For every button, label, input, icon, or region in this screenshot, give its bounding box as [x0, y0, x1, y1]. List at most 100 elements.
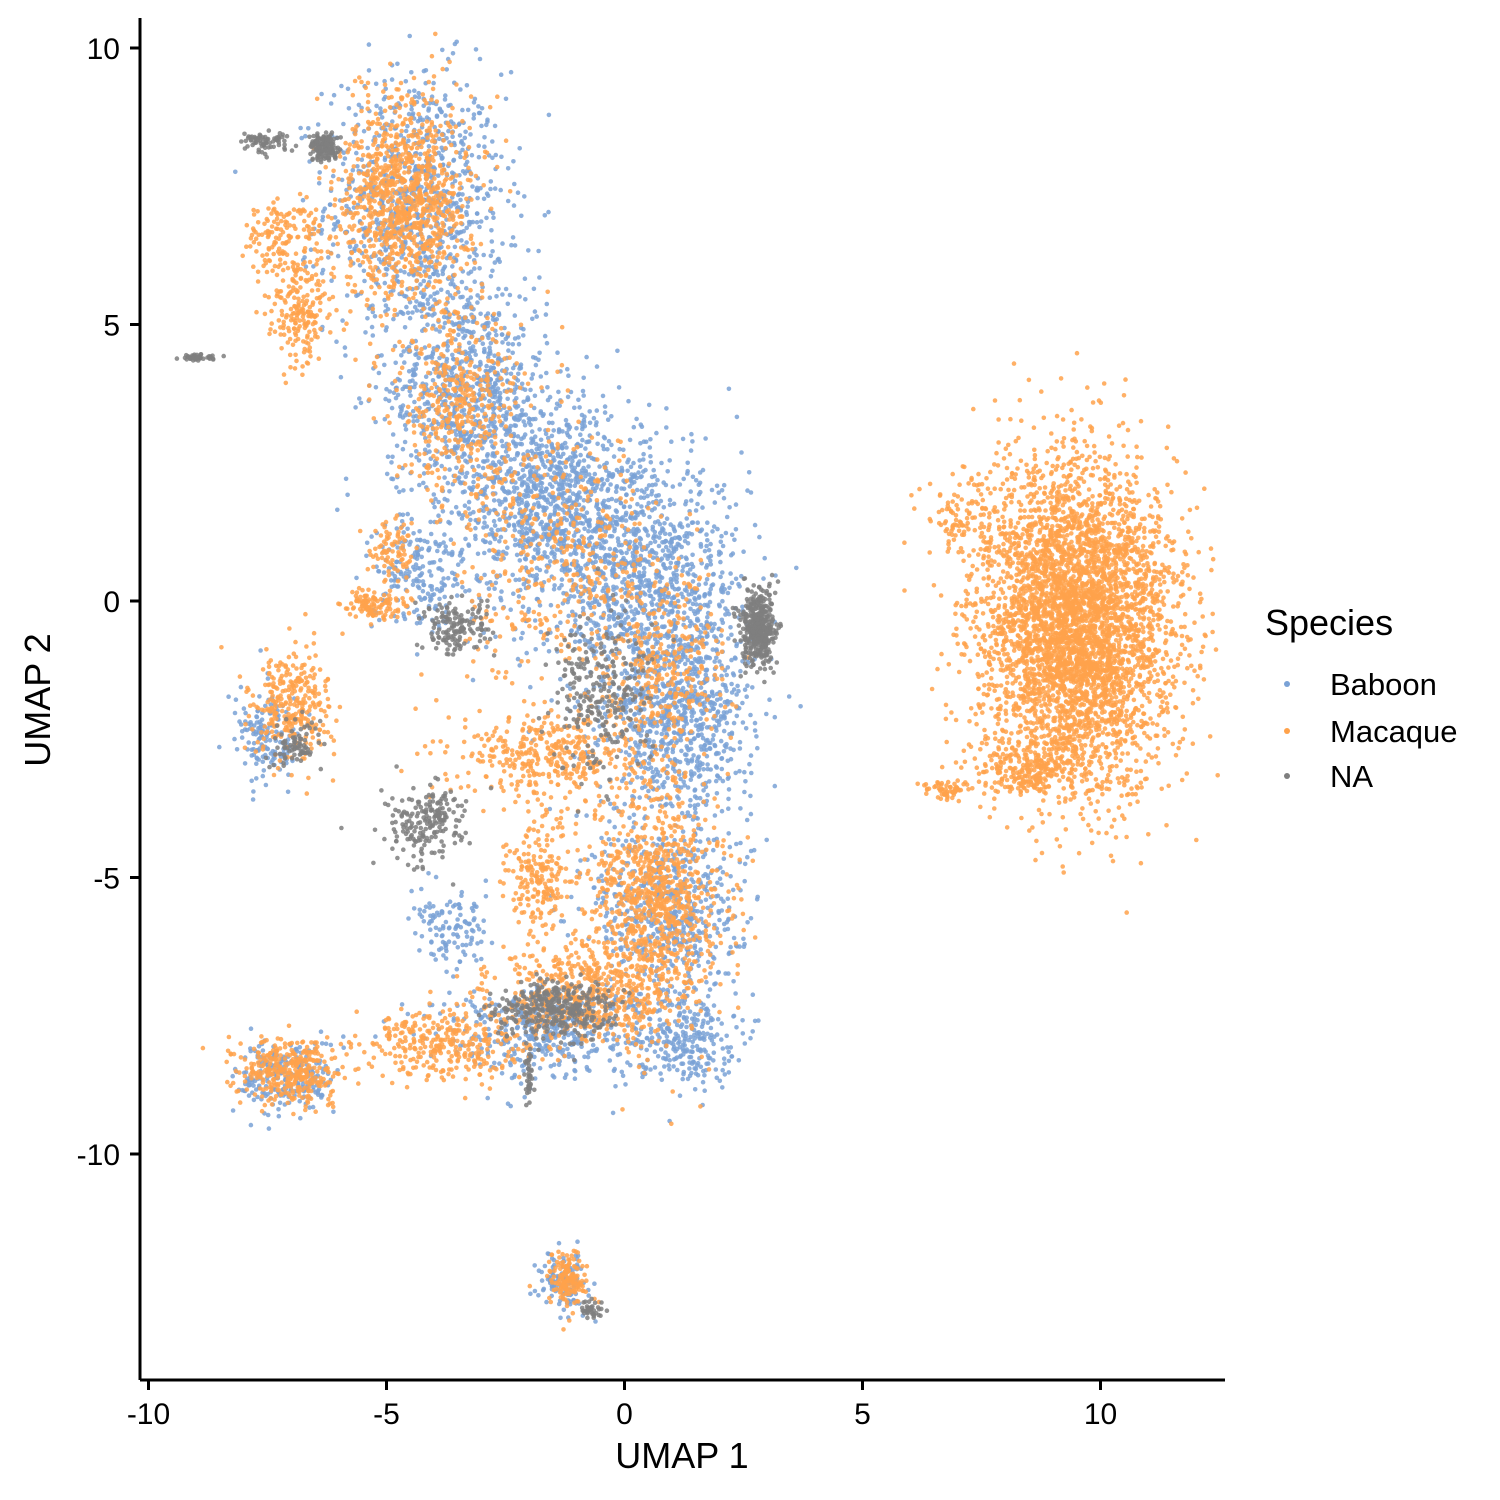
- data-point: [545, 385, 550, 390]
- data-point: [728, 944, 733, 950]
- data-point: [476, 143, 482, 148]
- data-point: [503, 417, 508, 422]
- data-point: [718, 703, 724, 708]
- data-point: [352, 246, 357, 251]
- data-point: [604, 460, 609, 466]
- data-point: [728, 874, 733, 879]
- data-point: [533, 416, 538, 422]
- data-point: [464, 209, 469, 215]
- data-point: [517, 529, 522, 535]
- data-point: [458, 295, 463, 300]
- data-point: [718, 539, 724, 545]
- data-point: [619, 671, 624, 676]
- data-point: [517, 146, 522, 151]
- data-point: [403, 128, 409, 134]
- data-point: [745, 488, 750, 493]
- data-point: [563, 417, 569, 423]
- data-point: [445, 498, 450, 503]
- data-point: [726, 386, 732, 392]
- data-point: [584, 621, 589, 626]
- data-point: [684, 752, 689, 758]
- data-point: [635, 610, 641, 616]
- data-point: [679, 544, 684, 550]
- data-point: [422, 292, 427, 297]
- data-point: [589, 852, 595, 858]
- data-point: [511, 637, 517, 642]
- data-point: [623, 750, 629, 755]
- data-point: [471, 112, 477, 117]
- data-point: [704, 543, 709, 549]
- data-point: [474, 573, 480, 578]
- data-point: [565, 366, 570, 372]
- data-point: [596, 636, 601, 641]
- data-point: [695, 520, 700, 525]
- data-point: [370, 333, 376, 338]
- data-point: [652, 529, 658, 535]
- data-point: [512, 527, 518, 533]
- data-point: [626, 772, 632, 777]
- data-point: [402, 293, 407, 299]
- data-point: [705, 792, 710, 798]
- data-point: [647, 585, 653, 590]
- data-point: [740, 720, 746, 725]
- data-point: [303, 133, 308, 139]
- data-point: [690, 520, 696, 525]
- data-point: [445, 480, 451, 486]
- data-point: [645, 533, 651, 538]
- data-point: [493, 634, 498, 640]
- data-point: [748, 753, 754, 758]
- data-point: [410, 378, 415, 383]
- data-point: [432, 504, 437, 510]
- data-point: [650, 602, 655, 608]
- data-point: [742, 789, 747, 795]
- data-point: [534, 314, 539, 319]
- data-point: [688, 777, 694, 782]
- data-point: [445, 289, 451, 295]
- data-point: [416, 355, 422, 361]
- data-point: [667, 532, 673, 537]
- data-point: [646, 788, 651, 794]
- data-point: [593, 554, 598, 560]
- data-point: [322, 206, 328, 211]
- data-point: [625, 468, 630, 474]
- data-point: [722, 699, 728, 705]
- data-point: [668, 539, 674, 544]
- data-point: [568, 513, 574, 518]
- data-point: [699, 708, 704, 714]
- data-point: [329, 278, 334, 284]
- data-point: [664, 516, 670, 521]
- data-point: [365, 316, 370, 321]
- data-point: [605, 477, 610, 483]
- data-point: [436, 513, 441, 518]
- data-point: [685, 562, 691, 567]
- data-point: [577, 490, 582, 495]
- data-point: [520, 467, 526, 473]
- data-point: [684, 721, 689, 726]
- data-point: [427, 274, 433, 280]
- data-point: [676, 709, 681, 714]
- data-point: [627, 815, 632, 821]
- data-point: [551, 455, 556, 460]
- data-point: [506, 341, 511, 347]
- data-point: [662, 779, 667, 785]
- data-point: [466, 506, 472, 511]
- data-point: [642, 584, 647, 589]
- data-point: [590, 560, 596, 566]
- data-point: [516, 341, 522, 347]
- data-point: [539, 481, 545, 486]
- data-point: [339, 83, 344, 89]
- data-point: [558, 620, 563, 625]
- data-point: [495, 399, 501, 404]
- data-point: [595, 441, 600, 447]
- data-point: [372, 314, 378, 319]
- data-point: [737, 746, 743, 751]
- data-point: [410, 367, 416, 373]
- data-point: [545, 554, 550, 560]
- data-point: [631, 424, 637, 430]
- data-point: [338, 374, 344, 380]
- data-point: [361, 128, 367, 134]
- data-point: [506, 428, 511, 434]
- data-point: [676, 796, 681, 801]
- data-point: [679, 591, 684, 597]
- data-point: [726, 636, 731, 641]
